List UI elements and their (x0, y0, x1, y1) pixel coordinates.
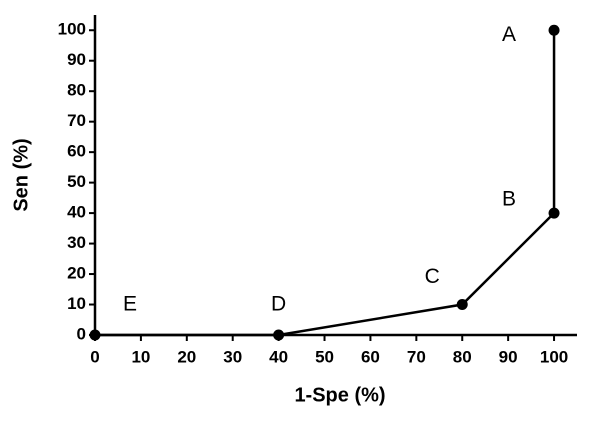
y-tick-label: 30 (67, 233, 86, 252)
x-tick-label: 40 (269, 347, 288, 366)
x-tick-label: 10 (131, 347, 150, 366)
y-tick-label: 100 (58, 20, 86, 39)
y-tick-label: 20 (67, 264, 86, 283)
x-tick-label: 90 (499, 347, 518, 366)
x-tick-label: 20 (177, 347, 196, 366)
y-tick-label: 40 (67, 203, 86, 222)
x-tick-label: 30 (223, 347, 242, 366)
y-tick-label: 90 (67, 50, 86, 69)
x-tick-label: 100 (540, 347, 568, 366)
point (273, 329, 285, 341)
point (89, 329, 101, 341)
line (95, 30, 556, 337)
point-label: C (425, 265, 440, 288)
y-tick-label: 50 (67, 172, 86, 191)
point-label: E (123, 293, 137, 316)
x-tick-label: 70 (407, 347, 426, 366)
point (548, 24, 560, 36)
x-tick-label: 80 (453, 347, 472, 366)
y-tick-label: 60 (67, 142, 86, 161)
y-tick-label: 0 (77, 324, 86, 343)
y-tick-label: 10 (67, 294, 86, 313)
x-axis-title: 1-Spe (%) (294, 384, 385, 406)
x-tick-label: 60 (361, 347, 380, 366)
y-tick-label: 80 (67, 81, 86, 100)
x-tick-label: 0 (90, 347, 99, 366)
y-tick-label: 70 (67, 111, 86, 130)
point (456, 299, 468, 311)
point-label: B (502, 188, 516, 211)
point-label: D (271, 293, 286, 316)
x-tick-label: 50 (315, 347, 334, 366)
y-axis-title: Sen (%) (10, 138, 32, 211)
point-label: A (502, 23, 516, 46)
point (548, 207, 560, 219)
